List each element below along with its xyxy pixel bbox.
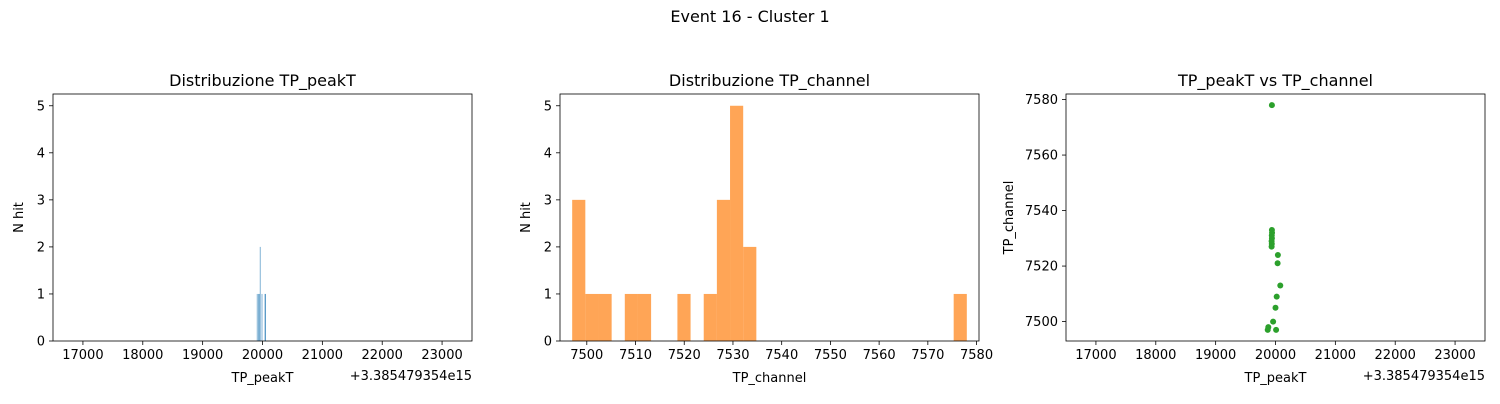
x-tick-label: 22000 (1375, 348, 1416, 363)
x-tick-label: 18000 (122, 348, 163, 363)
y-tick-label: 0 (544, 335, 552, 350)
histogram-bar (703, 293, 717, 341)
histogram-bar (598, 293, 612, 341)
histogram-bar (743, 246, 757, 341)
axes-title: Distribuzione TP_peakT (169, 71, 356, 91)
x-tick-label: 7520 (668, 348, 701, 363)
x-tick-label: 21000 (302, 348, 343, 363)
scatter-point (1268, 243, 1275, 250)
y-tick-label: 3 (544, 193, 552, 208)
x-tick-label: 21000 (1315, 348, 1356, 363)
histogram-bar (677, 293, 691, 341)
x-axis-label: TP_peakT (231, 371, 294, 386)
x-tick-label: 20000 (242, 348, 283, 363)
x-tick-label: 17000 (1075, 348, 1116, 363)
scatter-point (1272, 304, 1279, 311)
y-tick-label: 7520 (1025, 260, 1058, 275)
x-tick-label: 7580 (960, 348, 993, 363)
histogram-bar (585, 293, 599, 341)
histogram-bar (261, 293, 263, 341)
histogram-bar (953, 293, 967, 341)
histogram-bar (716, 199, 731, 341)
y-tick-label: 2 (544, 240, 552, 255)
histogram-bar (259, 246, 261, 341)
x-axis-offset-label: +3.385479354e15 (1363, 369, 1485, 384)
y-tick-label: 7540 (1025, 204, 1058, 219)
x-tick-label: 19000 (182, 348, 223, 363)
y-tick-label: 4 (37, 146, 45, 161)
histogram-bar (258, 293, 259, 341)
y-axis-label: N hit (519, 202, 534, 233)
scatter-point (1273, 326, 1280, 333)
axes-peakt-histogram: 17000 18000 19000 20000 21000 22000 23000 0 1 2 3 4… (12, 71, 473, 386)
histogram-bar (624, 293, 638, 341)
y-tick-label: 1 (544, 287, 552, 302)
y-tick-label: 5 (544, 99, 552, 114)
x-tick-label: 7560 (863, 348, 896, 363)
x-tick-label: 7530 (716, 348, 749, 363)
axes-title: Distribuzione TP_channel (669, 71, 870, 91)
x-axis-offset-label: +3.385479354e15 (350, 369, 472, 384)
y-tick-label: 7580 (1025, 93, 1058, 108)
axes-peakt-vs-channel-scatter: 17000 18000 19000 20000 21000 22000 23000 7500 7… (1002, 71, 1486, 386)
y-tick-label: 5 (37, 99, 45, 114)
y-axis-label: TP_channel (1002, 181, 1017, 256)
axes-frame (559, 93, 980, 342)
x-tick-label: 7500 (570, 348, 603, 363)
axes-channel-histogram: 7500 7510 7520 7530 7540 7550 7560 7570 7580 0 1 2 3… (519, 71, 993, 386)
x-tick-label: 17000 (62, 348, 103, 363)
y-tick-label: 2 (37, 240, 45, 255)
y-tick-label: 0 (37, 335, 45, 350)
y-tick-label: 3 (37, 193, 45, 208)
x-tick-label: 18000 (1135, 348, 1176, 363)
x-tick-label: 23000 (421, 348, 462, 363)
y-tick-label: 1 (37, 287, 45, 302)
x-tick-label: 19000 (1195, 348, 1236, 363)
x-tick-label: 7570 (911, 348, 944, 363)
histogram-bar (265, 293, 266, 341)
x-tick-label: 22000 (362, 348, 403, 363)
axes-title: TP_peakT vs TP_channel (1177, 71, 1373, 91)
axes-frame (52, 93, 473, 342)
y-tick-label: 4 (544, 146, 552, 161)
histogram-bar (637, 293, 652, 341)
histogram-bar (259, 293, 261, 341)
histogram-bar (572, 199, 586, 341)
x-tick-label: 20000 (1255, 348, 1296, 363)
y-tick-label: 7500 (1025, 315, 1058, 330)
scatter-point (1273, 293, 1280, 300)
scatter-point (1264, 326, 1271, 333)
x-tick-label: 23000 (1434, 348, 1475, 363)
x-tick-label: 7510 (619, 348, 652, 363)
y-tick-label: 7560 (1025, 149, 1058, 164)
x-tick-label: 7550 (814, 348, 847, 363)
x-axis-label: TP_peakT (1244, 371, 1307, 386)
axes-frame (1065, 93, 1486, 342)
x-axis-label: TP_channel (732, 371, 807, 386)
scatter-point (1274, 260, 1281, 267)
scatter-point (1268, 102, 1275, 109)
y-axis-label: N hit (12, 202, 27, 233)
scatter-point (1277, 282, 1284, 289)
scatter-point (1270, 318, 1277, 325)
x-tick-label: 7540 (765, 348, 798, 363)
histogram-bar (256, 293, 258, 341)
histogram-bar (264, 293, 266, 341)
scatter-point (1274, 251, 1281, 258)
histogram-bar (730, 105, 744, 341)
figure-title: Event 16 - Cluster 1 (670, 7, 829, 26)
